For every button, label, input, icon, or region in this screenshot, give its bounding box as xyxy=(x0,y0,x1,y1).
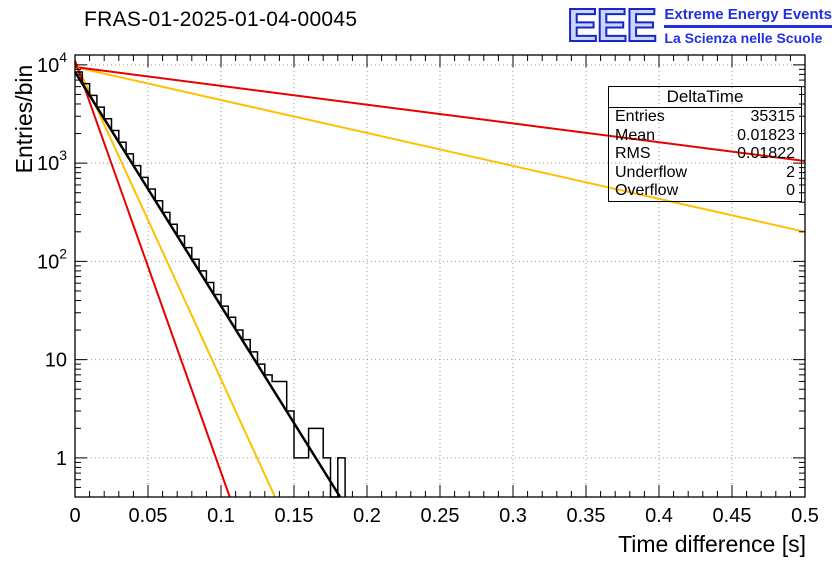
stats-box: DeltaTime Entries 35315 Mean 0.01823 RMS… xyxy=(608,86,802,202)
stats-value: 0 xyxy=(786,182,795,199)
x-axis-title: Time difference [s] xyxy=(618,531,806,557)
stats-label: Mean xyxy=(615,126,656,144)
stats-value: 2 xyxy=(786,163,795,181)
eee-logo-line2: La Scienza nelle Scuole xyxy=(664,30,823,46)
x-tick-label: 0.25 xyxy=(421,505,460,527)
x-tick-label: 0.05 xyxy=(129,505,168,527)
stats-row-underflow: Underflow 2 xyxy=(609,164,801,183)
stats-label: Entries xyxy=(615,108,665,125)
plot-title: FRAS-01-2025-01-04-00045 xyxy=(84,8,358,31)
stats-row-overflow: Overflow 0 xyxy=(609,182,801,201)
eee-logo-acronym: EEE xyxy=(567,3,656,49)
ref-line-yellow-steep xyxy=(74,60,276,498)
stats-value: 0.01823 xyxy=(737,126,795,144)
y-tick-label: 10 xyxy=(45,350,67,372)
eee-logo-mark: EEE xyxy=(566,3,658,49)
x-tick-label: 0.15 xyxy=(275,505,314,527)
stats-label: Overflow xyxy=(615,182,679,199)
eee-logo-text: Extreme Energy Events La Scienza nelle S… xyxy=(664,3,832,46)
y-tick-label: 103 xyxy=(37,147,67,175)
stats-value: 35315 xyxy=(750,108,796,125)
stats-label: RMS xyxy=(615,145,651,162)
stats-row-entries: Entries 35315 xyxy=(609,108,801,127)
stats-title: DeltaTime xyxy=(609,87,801,108)
x-tick-label: 0.3 xyxy=(499,505,527,527)
y-axis-title: Entries/bin xyxy=(11,64,37,174)
ref-line-yellow-shallow xyxy=(74,66,806,233)
x-tick-label: 0 xyxy=(69,505,80,527)
stats-row-rms: RMS 0.01822 xyxy=(609,145,801,164)
eee-logo-line1: Extreme Energy Events xyxy=(664,6,832,28)
stats-value: 0.01822 xyxy=(737,145,795,162)
stats-row-mean: Mean 0.01823 xyxy=(609,127,801,146)
x-tick-label: 0.1 xyxy=(207,505,235,527)
stats-label: Underflow xyxy=(615,163,688,181)
ref-line-red-shallow xyxy=(74,66,806,163)
x-tick-label: 0.5 xyxy=(791,505,819,527)
x-tick-label: 0.45 xyxy=(713,505,752,527)
eee-logo: EEE Extreme Energy Events La Scienza nel… xyxy=(565,3,832,49)
y-tick-label: 1 xyxy=(56,448,67,470)
x-tick-label: 0.2 xyxy=(353,505,381,527)
y-tick-label: 102 xyxy=(37,245,67,273)
x-tick-label: 0.35 xyxy=(567,505,606,527)
x-tick-label: 0.4 xyxy=(645,505,673,527)
histogram-path xyxy=(75,71,346,498)
y-tick-label: 104 xyxy=(37,49,67,77)
ref-line-red-steep xyxy=(74,60,231,498)
